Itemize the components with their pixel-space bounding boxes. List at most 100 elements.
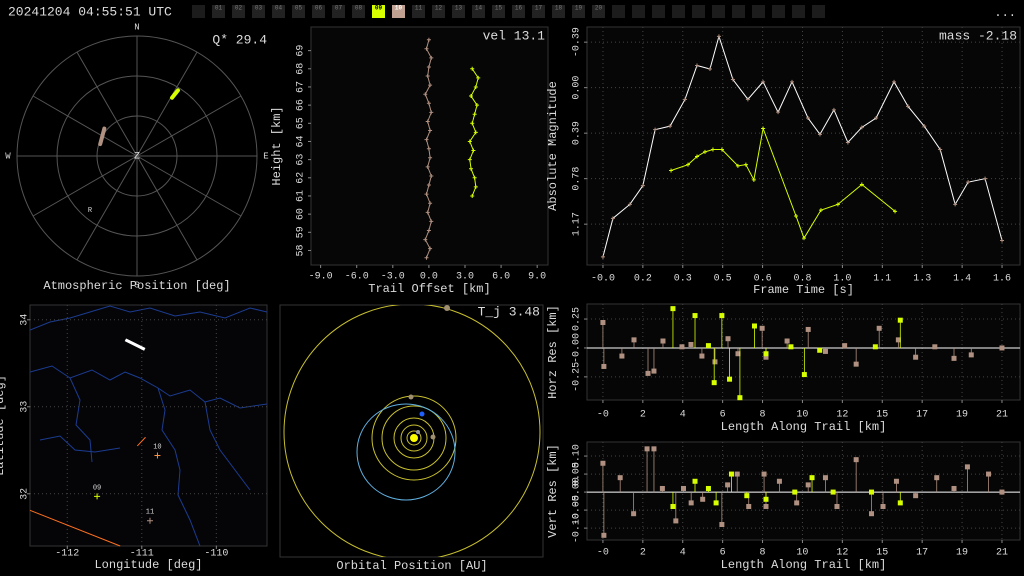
y-tick-label: 0.10 [572, 444, 583, 468]
station-tab[interactable] [532, 5, 545, 18]
stem-marker [913, 354, 919, 360]
stem-marker [725, 482, 731, 488]
station-label[interactable]: 07 [335, 5, 343, 12]
station-tab[interactable] [492, 5, 505, 18]
data-point [735, 163, 740, 168]
data-point [426, 146, 431, 151]
station-label[interactable]: 13 [455, 5, 463, 12]
station-label[interactable]: 12 [435, 5, 443, 12]
station-tab[interactable] [392, 5, 405, 18]
y-tick-label: -0.05 [572, 495, 583, 525]
stem-marker [719, 313, 725, 319]
station-label[interactable]: 05 [295, 5, 303, 12]
station-label[interactable]: 18 [555, 5, 563, 12]
station-tab[interactable] [552, 5, 565, 18]
data-point [794, 214, 799, 218]
stem-marker [617, 475, 623, 481]
stem-marker [801, 372, 807, 378]
x-tick-label: 1.0 [833, 274, 851, 285]
station-tab[interactable] [292, 5, 305, 18]
empty-tab [692, 5, 705, 18]
x-tick-label: 17 [916, 548, 928, 559]
x-tick-label: -3.0 [381, 272, 405, 283]
station-tab[interactable] [432, 5, 445, 18]
station-label[interactable]: 16 [515, 5, 523, 12]
annotation: T_j 3.48 [478, 304, 540, 319]
station-label[interactable]: 06 [315, 5, 323, 12]
data-point [668, 124, 673, 129]
stem-marker [712, 359, 718, 365]
station-tab[interactable] [352, 5, 365, 18]
data-point [428, 83, 433, 88]
station-label[interactable]: 01 [215, 5, 223, 12]
station-label[interactable]: 10 [395, 5, 403, 12]
stem-marker [692, 313, 698, 319]
station-tab[interactable] [592, 5, 605, 18]
stem-marker [699, 353, 705, 359]
station-tab[interactable] [412, 5, 425, 18]
station-label[interactable]: 02 [235, 5, 243, 12]
stem-marker [999, 345, 1005, 351]
x-tick-label: 6 [720, 548, 726, 559]
polar-spoke [32, 155, 138, 217]
station-label[interactable]: 19 [575, 5, 583, 12]
x-tick-label: -112 [55, 549, 79, 560]
stem-marker [964, 464, 970, 470]
station-tab[interactable] [232, 5, 245, 18]
station-label[interactable]: 08 [355, 5, 363, 12]
station-tab[interactable] [272, 5, 285, 18]
station-label[interactable]: 09 [375, 5, 383, 12]
stem-marker [794, 500, 800, 506]
station-label[interactable]: 17 [535, 5, 543, 12]
x-tick-label: 0.0 [420, 272, 438, 283]
station-tab[interactable] [212, 5, 225, 18]
station-tab[interactable] [312, 5, 325, 18]
x-tick-label: 21 [996, 548, 1008, 559]
station-label[interactable]: 20 [595, 5, 603, 12]
station-label[interactable]: 03 [255, 5, 263, 12]
stem-marker [792, 489, 798, 495]
empty-tab [792, 5, 805, 18]
data-point [966, 180, 971, 185]
stem-marker [999, 489, 1005, 495]
stem-marker [751, 323, 757, 329]
x-axis-label: Orbital Position [AU] [336, 559, 487, 573]
x-tick-label: 2 [640, 548, 646, 559]
station-tab[interactable] [252, 5, 265, 18]
polar-trail [170, 88, 180, 100]
data-point [953, 202, 958, 207]
data-point [893, 209, 898, 214]
data-point [473, 84, 478, 89]
x-axis-label: Length Along Trail [km] [721, 558, 887, 572]
station-label[interactable]: 14 [475, 5, 483, 12]
x-tick-label: -0 [597, 548, 609, 559]
data-point [475, 103, 480, 108]
station-tab[interactable] [572, 5, 585, 18]
x-tick-label: 12 [836, 410, 848, 421]
menu-button[interactable]: ... [994, 6, 1016, 20]
station-tab[interactable] [512, 5, 525, 18]
zenith-label: Z [134, 152, 140, 163]
station-label[interactable]: 15 [495, 5, 503, 12]
data-point [845, 140, 850, 145]
data-point [669, 168, 674, 173]
data-point [1000, 238, 1005, 243]
annotation: mass -2.18 [939, 28, 1017, 43]
data-point [424, 255, 429, 260]
orbits [283, 305, 541, 557]
station-tab[interactable] [332, 5, 345, 18]
station-label[interactable]: 04 [275, 5, 283, 12]
y-axis-label: Height [km] [270, 106, 284, 185]
y-tick-label: 0.25 [572, 307, 583, 331]
station-tab[interactable] [452, 5, 465, 18]
data-point [471, 148, 476, 153]
stem-marker [688, 500, 694, 506]
station-tab[interactable] [472, 5, 485, 18]
station-label[interactable]: 11 [415, 5, 423, 12]
polar-spoke [136, 51, 198, 157]
station-marker [154, 452, 161, 459]
station-tab[interactable] [372, 5, 385, 18]
data-point [425, 74, 430, 79]
x-tick-label: 0.6 [754, 274, 772, 285]
